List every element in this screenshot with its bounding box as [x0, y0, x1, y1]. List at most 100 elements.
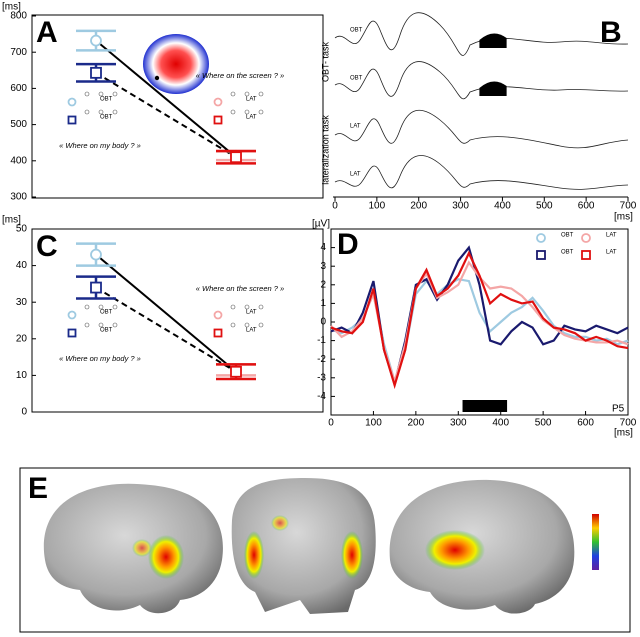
x-tick-label: 0	[328, 418, 334, 429]
y-tick-label: -1	[317, 335, 326, 346]
y-tick-label: 40	[16, 260, 28, 271]
y-axis-label: [ms]	[2, 2, 21, 13]
x-tick-label: 0	[332, 201, 338, 212]
figure-icon	[98, 91, 104, 97]
marker	[213, 310, 223, 320]
figure-icon	[98, 322, 104, 328]
figure-icon	[230, 109, 236, 115]
figure-icon	[258, 322, 264, 328]
x-axis-label: [ms]	[614, 428, 633, 439]
y-tick-label: 500	[10, 119, 27, 130]
legend-label: OBT	[561, 233, 574, 239]
x-tick-label: 300	[450, 418, 467, 429]
figure-icon	[98, 304, 104, 310]
marker	[213, 97, 223, 107]
marker	[67, 310, 77, 320]
y-axis-label: [ms]	[2, 215, 21, 226]
x-tick-label: 700	[620, 418, 637, 429]
figure-icon	[244, 304, 250, 310]
x-tick-label: 700	[620, 201, 637, 212]
panel-frame	[31, 228, 324, 413]
connector	[95, 253, 237, 373]
figure-icon	[244, 91, 250, 97]
annotation: « Where on the screen ? »	[196, 284, 284, 293]
significant-area	[479, 33, 507, 48]
marker	[213, 115, 223, 125]
x-tick-label: 200	[408, 418, 425, 429]
figure-icon	[244, 322, 250, 328]
marker	[90, 281, 102, 294]
y-tick-label: 700	[10, 47, 27, 58]
figure-icon	[258, 91, 264, 97]
panel-letter: B	[600, 16, 622, 49]
erp-line	[330, 250, 629, 390]
marker	[536, 250, 546, 260]
x-tick-label: 300	[452, 201, 469, 212]
marker	[536, 233, 546, 243]
y-tick-label: 300	[10, 192, 27, 203]
marker	[67, 115, 77, 125]
legend-label: LAT	[246, 115, 257, 121]
x-tick-label: 600	[578, 201, 595, 212]
legend-label: OBT	[100, 328, 113, 334]
legend-label: OBT	[100, 115, 113, 121]
x-axis-label: [ms]	[614, 212, 633, 223]
marker	[581, 233, 591, 243]
figure-icon	[112, 304, 118, 310]
figure-icon	[98, 109, 104, 115]
marker	[67, 328, 77, 338]
connector	[95, 71, 237, 159]
x-tick-label: 600	[577, 418, 594, 429]
panel-frame	[19, 467, 631, 633]
y-tick-label: -2	[317, 354, 326, 365]
y-tick-label: 50	[16, 224, 28, 235]
annotation: « Where on the screen ? »	[196, 71, 284, 80]
legend-label: OBT	[100, 97, 113, 103]
significant-window	[462, 400, 508, 412]
y-tick-label: 20	[16, 333, 28, 344]
x-tick-label: 500	[536, 201, 553, 212]
electrode	[154, 75, 160, 81]
row-label: OBT	[350, 28, 363, 34]
topographic-map	[143, 34, 209, 94]
figure-icon	[258, 109, 264, 115]
y-tick-label: 10	[16, 370, 28, 381]
marker	[67, 97, 77, 107]
figure-icon	[112, 109, 118, 115]
y-tick-label: 1	[320, 298, 326, 309]
y-tick-label: 400	[10, 155, 27, 166]
marker	[90, 248, 102, 261]
y-tick-label: 4	[320, 242, 326, 253]
y-tick-label: 2	[320, 279, 326, 290]
connector	[95, 286, 237, 373]
y-tick-label: 600	[10, 83, 27, 94]
y-tick-label: 30	[16, 297, 28, 308]
figure-icon	[230, 304, 236, 310]
marker	[230, 151, 242, 164]
annotation: « Where on my body ? »	[59, 354, 141, 363]
group-label: lateralization task	[320, 115, 330, 185]
group-label: OBT- task	[320, 42, 330, 83]
connector	[95, 39, 237, 158]
row-label: OBT	[350, 76, 363, 82]
panel-letter: C	[36, 230, 58, 263]
x-tick-label: 100	[369, 201, 386, 212]
legend-label: OBT	[561, 250, 574, 256]
figure-icon	[112, 91, 118, 97]
annotation: « Where on my body ? »	[59, 141, 141, 150]
marker	[581, 250, 591, 260]
x-tick-label: 400	[492, 418, 509, 429]
figure-icon	[84, 322, 90, 328]
x-tick-label: 200	[410, 201, 427, 212]
legend-label: LAT	[246, 310, 257, 316]
y-axis-label: [µV]	[312, 219, 330, 230]
figure-icon	[84, 109, 90, 115]
figure-icon	[244, 109, 250, 115]
erp-line	[330, 260, 629, 386]
y-tick-label: -4	[317, 391, 326, 402]
marker	[213, 328, 223, 338]
panel-letter: A	[36, 16, 58, 49]
y-tick-label: -3	[317, 372, 326, 383]
x-tick-label: 100	[365, 418, 382, 429]
figure-icon	[84, 304, 90, 310]
